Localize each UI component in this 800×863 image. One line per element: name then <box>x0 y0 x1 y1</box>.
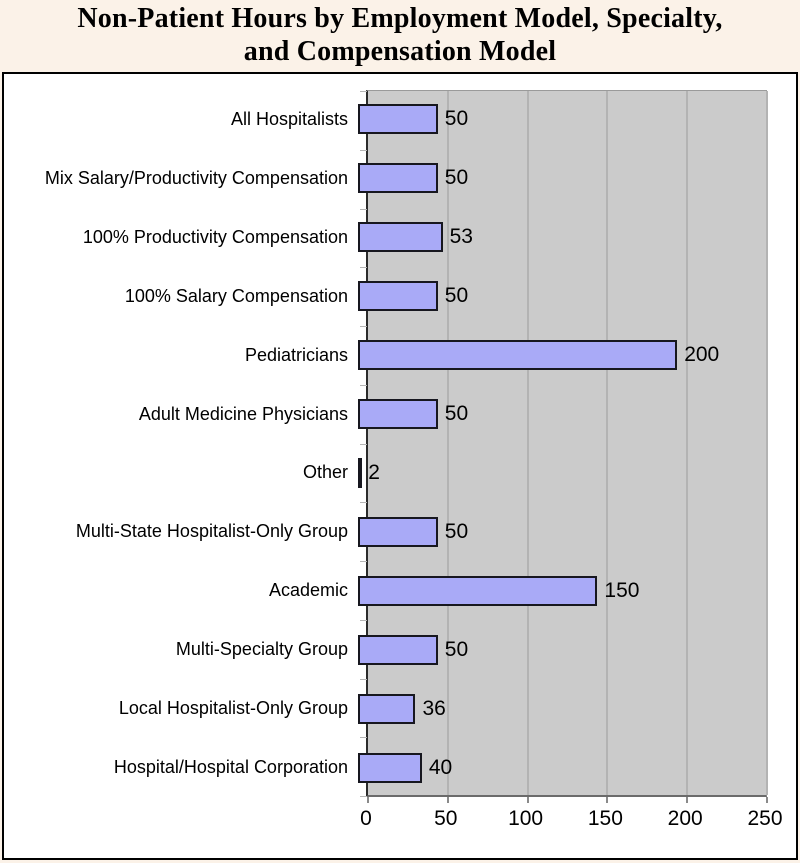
data-label: 50 <box>444 166 469 190</box>
x-axis-tick-100 <box>526 797 529 803</box>
bar-row: Mix Salary/Productivity Compensation 50 <box>4 149 768 208</box>
bar-track: 50 <box>358 149 759 208</box>
chart-title-line2: and Compensation Model <box>243 36 557 67</box>
bar-row: Pediatricians 200 <box>4 326 768 385</box>
data-label: 36 <box>422 696 446 720</box>
chart-frame: All Hospitalists 50 Mix Salary/Productivit… <box>2 72 798 860</box>
data-label: 53 <box>449 225 473 249</box>
bar-track: 50 <box>358 620 759 679</box>
category-label: Other <box>302 462 348 483</box>
bar-row: Hospital/Hospital Corporation 40 <box>4 738 768 797</box>
data-label: 50 <box>444 519 469 543</box>
gridline-50 <box>446 91 449 795</box>
bar-row: 100% Productivity Compensation 53 <box>4 208 768 267</box>
data-label: 50 <box>444 107 469 131</box>
bar <box>358 222 443 253</box>
data-label: 2 <box>368 460 380 484</box>
x-axis-tick-label: 0 <box>360 807 372 830</box>
x-axis-tick-150 <box>606 797 609 803</box>
bar-track: 50 <box>358 90 759 149</box>
bar-row: Local Hospitalist-Only Group 36 <box>4 679 768 738</box>
x-axis-tick-label: 250 <box>747 807 783 830</box>
bar <box>358 752 422 783</box>
category-axis-tick <box>360 326 367 327</box>
data-label: 50 <box>444 284 469 308</box>
bar <box>358 281 438 312</box>
bar-track: 150 <box>358 561 759 620</box>
bar-track: 36 <box>358 679 759 738</box>
plot-area <box>360 90 768 803</box>
category-axis-tick <box>360 502 367 504</box>
x-axis-tick-250 <box>766 797 768 803</box>
x-axis-tick-200 <box>686 797 689 803</box>
data-label: 50 <box>444 402 469 426</box>
x-axis-tick-label: 50 <box>434 807 458 830</box>
bar-row: Adult Medicine Physicians 50 <box>4 385 768 444</box>
category-axis-tick <box>360 561 367 562</box>
bar-track: 53 <box>358 208 759 267</box>
category-label: Mix Salary/Productivity Compensation <box>44 167 348 188</box>
bar <box>358 104 438 135</box>
category-label: Hospital/Hospital Corporation <box>113 757 348 778</box>
bar <box>358 634 438 665</box>
x-axis-tick-50 <box>446 797 449 803</box>
category-label: Multi-State Hospitalist-Only Group <box>75 521 348 542</box>
category-axis-tick <box>360 208 367 210</box>
category-label: 100% Salary Compensation <box>124 285 348 306</box>
bar <box>358 340 678 371</box>
category-axis-tick <box>360 678 367 680</box>
x-axis-tick-0 <box>367 797 369 803</box>
data-label: 200 <box>684 343 720 367</box>
category-label: Local Hospitalist-Only Group <box>118 698 348 719</box>
x-axis-tick-label: 200 <box>667 807 703 830</box>
chart-title-line1: Non-Patient Hours by Employment Model, S… <box>77 3 723 34</box>
category-axis-tick <box>360 149 367 151</box>
data-label: 40 <box>428 755 453 779</box>
x-axis-tick-label: 100 <box>508 807 544 830</box>
category-axis-tick <box>360 384 367 386</box>
category-axis-tick <box>360 443 367 445</box>
x-axis-tick-label: 150 <box>587 807 623 830</box>
category-axis-tick <box>360 267 367 269</box>
bar-track: 50 <box>358 385 759 444</box>
category-label: Adult Medicine Physicians <box>138 403 348 424</box>
bar-track: 50 <box>358 267 759 326</box>
bar-row: Multi-State Hospitalist-Only Group 50 <box>4 502 768 561</box>
bar <box>358 693 416 724</box>
bar-row: Other 2 <box>4 444 768 503</box>
category-label: All Hospitalists <box>230 108 348 129</box>
bar-row: All Hospitalists 50 <box>4 90 768 149</box>
bar-track: 2 <box>358 444 759 503</box>
data-label: 150 <box>604 578 640 602</box>
data-label: 50 <box>444 637 469 661</box>
bar-track: 200 <box>358 326 759 385</box>
x-axis-labels: 0 50 100 150 200 250 <box>360 807 782 833</box>
bar-track: 50 <box>358 502 759 561</box>
category-label: 100% Productivity Compensation <box>82 226 348 247</box>
category-label: Multi-Specialty Group <box>175 639 348 660</box>
gridline-200 <box>686 91 689 795</box>
bar <box>358 163 438 194</box>
bar <box>358 399 438 430</box>
bar-row: Academic 150 <box>4 561 768 620</box>
gridline-100 <box>526 91 529 795</box>
category-label: Academic <box>268 580 348 601</box>
bar-row: 100% Salary Compensation 50 <box>4 267 768 326</box>
gridline-250 <box>766 91 768 795</box>
bar-row: Multi-Specialty Group 50 <box>4 620 768 679</box>
category-axis-tick <box>360 737 367 739</box>
category-axis-tick <box>360 619 367 621</box>
category-label: Pediatricians <box>244 344 348 365</box>
bar-rows: All Hospitalists 50 Mix Salary/Productivit… <box>4 90 768 797</box>
bar-track: 40 <box>358 738 759 797</box>
bar <box>358 457 362 488</box>
category-axis-tick <box>360 91 367 92</box>
chart-title: Non-Patient Hours by Employment Model, S… <box>0 2 800 70</box>
category-axis-tick <box>360 796 367 797</box>
gridline-150 <box>606 91 609 795</box>
bar <box>358 575 598 606</box>
bar <box>358 516 438 547</box>
